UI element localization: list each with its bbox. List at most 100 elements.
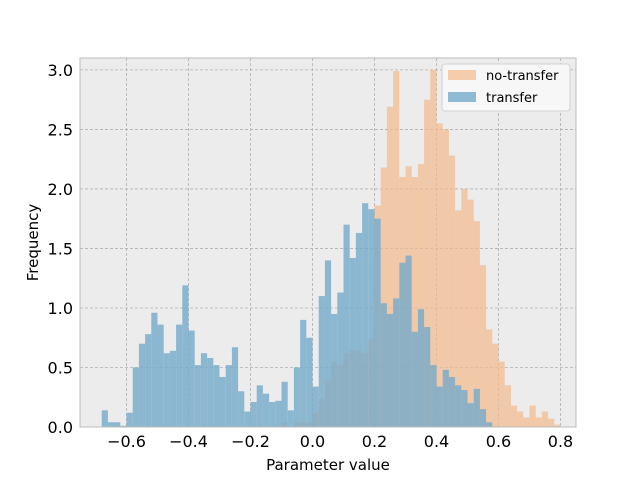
x-tick-label: 0.2 [362,432,387,451]
legend: no-transfer transfer [441,63,571,112]
bar [244,411,251,427]
bar [318,296,325,427]
bar [473,221,480,427]
bar [504,385,511,427]
bar [473,388,480,427]
bar [262,393,270,427]
bar [411,331,418,427]
y-tick-label: 3.0 [48,61,73,80]
bar [207,357,214,427]
bars-layer [101,69,561,428]
bar [411,177,418,427]
bar [343,224,350,427]
bar [386,106,394,427]
x-tick-label: −0.2 [231,432,270,451]
bar [324,260,332,427]
bar [145,334,152,427]
x-tick-label: 0.4 [424,432,449,451]
bar [231,347,239,427]
bar [455,385,462,427]
y-tick-label: 0.5 [48,358,73,377]
x-tick-label: 0.6 [486,432,511,451]
y-axis-ticks: 0.0 0.5 1.0 1.5 2.0 2.5 3.0 [48,61,73,437]
bar [386,313,394,427]
y-tick-label: 1.0 [48,299,73,318]
y-tick-label: 2.0 [48,180,73,199]
bar [548,418,555,427]
bar [151,312,158,427]
bar [163,353,170,427]
y-tick-label: 0.0 [48,418,73,437]
bar [132,367,139,427]
bar [430,365,437,427]
bar [417,309,425,427]
bar [486,329,493,427]
bar [355,232,363,427]
x-tick-label: 0.0 [300,432,325,451]
bar [492,343,499,427]
bar [281,381,288,427]
bar [300,319,307,427]
y-tick-label: 2.5 [48,120,73,139]
bar [269,402,276,427]
bar [424,327,431,427]
legend-swatch-no-transfer [448,70,476,80]
bar [467,403,474,427]
bar [486,422,493,427]
bar [157,324,164,427]
bar [213,365,220,427]
bar [529,405,536,427]
bar [238,391,245,427]
bar [200,353,208,427]
bar [188,330,195,427]
bar [368,209,375,427]
bar [138,343,146,427]
bar [194,365,201,427]
bar [306,337,313,427]
bar [461,188,468,427]
bar [107,422,115,427]
bar [523,417,530,427]
bar [380,303,387,427]
bar [362,203,369,427]
x-axis-label: Parameter value [266,456,390,474]
bar [256,385,263,427]
bar [337,292,344,427]
bar [436,386,443,427]
legend-swatch-transfer [448,92,476,102]
bar [479,409,487,427]
bar [510,405,518,427]
legend-label-transfer: transfer [486,91,538,106]
bar [517,411,524,427]
bar [467,199,474,427]
bar [430,69,437,427]
bar [287,410,294,427]
bar [448,155,456,427]
bar [535,417,542,427]
bar [405,255,412,427]
bar [393,71,400,427]
legend-label-no-transfer: no-transfer [486,69,559,84]
y-axis-label: Frequency [24,204,42,282]
plot-frame [79,57,577,428]
bar [374,218,381,427]
bar [479,265,487,427]
bar [448,377,456,427]
y-tick-label: 1.5 [48,239,73,258]
bar [250,402,257,427]
bar [182,285,189,427]
bar [349,257,356,427]
bar [417,163,425,427]
bar [380,167,387,427]
bar [293,367,301,427]
bar [399,262,406,427]
bar [442,129,449,427]
bar [442,369,449,427]
bar [120,425,127,427]
bar [498,361,505,427]
x-axis-ticks: −0.6 −0.4 −0.2 0.0 0.2 0.4 0.6 0.8 [107,432,573,451]
bar [461,390,468,427]
bar [541,411,549,427]
bar [169,350,177,427]
